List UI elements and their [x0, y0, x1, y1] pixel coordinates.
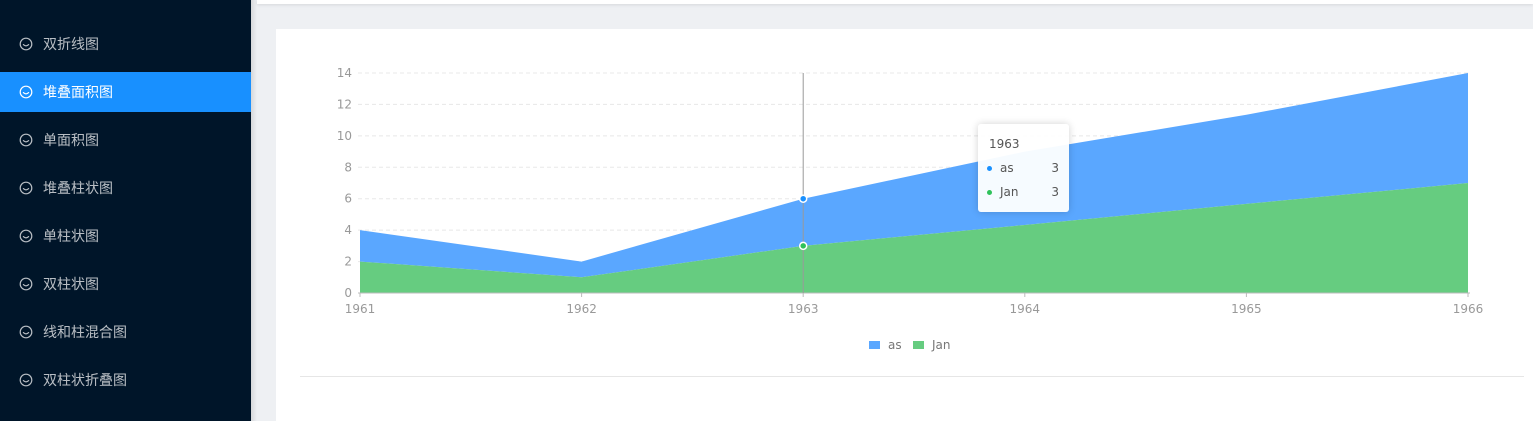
- y-tick-label: 14: [337, 66, 352, 80]
- tooltip-row-as: as 3: [987, 161, 1059, 175]
- tooltip-name-as: as: [1000, 161, 1014, 175]
- sidebar-shadow: [251, 0, 257, 421]
- y-tick-label: 10: [337, 129, 352, 143]
- marker-jan: [798, 241, 808, 251]
- sidebar-item-5[interactable]: 单柱状图: [0, 216, 251, 256]
- y-tick-label: 12: [337, 97, 352, 111]
- sidebar-item-label: 双折线图: [43, 37, 99, 53]
- legend-swatch-as: [869, 341, 880, 349]
- sidebar-item-7[interactable]: 线和柱混合图: [0, 312, 251, 352]
- smile-icon: [19, 229, 33, 243]
- y-tick-label: 6: [344, 192, 352, 206]
- sidebar: 双折线图堆叠面积图单面积图堆叠柱状图单柱状图双柱状图线和柱混合图 双柱状折叠图: [0, 0, 251, 421]
- smile-icon: [19, 277, 33, 291]
- sidebar-item-label: 堆叠面积图: [43, 85, 113, 101]
- legend-swatch-jan: [913, 341, 924, 349]
- sidebar-item-1[interactable]: 双折线图: [0, 24, 251, 64]
- sidebar-item-label: 单面积图: [43, 133, 99, 149]
- tooltip-title: 1963: [989, 137, 1020, 151]
- card-divider: [300, 376, 1524, 377]
- y-tick-label: 4: [344, 223, 352, 237]
- chart-tooltip: 1963 as 3 Jan 3: [978, 124, 1069, 212]
- header-bar: [257, 0, 1533, 4]
- x-tick-label: 1961: [345, 302, 376, 316]
- sidebar-item-6[interactable]: 双柱状图: [0, 264, 251, 304]
- sidebar-item-label: 单柱状图: [43, 229, 99, 245]
- tooltip-value-jan: 3: [1051, 185, 1059, 199]
- marker-as: [798, 194, 808, 203]
- x-tick-label: 1962: [566, 302, 597, 316]
- area-series-as: [360, 73, 1468, 278]
- sidebar-item-4[interactable]: 堆叠柱状图: [0, 168, 251, 208]
- smile-icon: [19, 85, 33, 99]
- tooltip-value-as: 3: [1051, 161, 1059, 175]
- smile-icon: [19, 133, 33, 147]
- y-tick-label: 8: [344, 160, 352, 174]
- sidebar-item-8[interactable]: 双柱状折叠图: [0, 360, 251, 400]
- sidebar-item-3[interactable]: 单面积图: [0, 120, 251, 160]
- x-tick-label: 1963: [788, 302, 819, 316]
- legend-label-jan: Jan: [931, 338, 951, 352]
- tooltip-dot-as: [987, 165, 992, 171]
- x-tick-label: 1965: [1231, 302, 1262, 316]
- x-tick-label: 1966: [1453, 302, 1484, 316]
- sidebar-item-2[interactable]: 堆叠面积图: [0, 72, 251, 112]
- tooltip-row-jan: Jan 3: [987, 185, 1059, 199]
- area-series-jan: [360, 183, 1468, 293]
- tooltip-name-jan: Jan: [1000, 185, 1019, 199]
- sidebar-item-label: 线和柱混合图: [43, 325, 127, 341]
- sidebar-item-label: 堆叠柱状图: [43, 181, 113, 197]
- y-tick-label: 0: [344, 286, 352, 300]
- smile-icon: [19, 37, 33, 51]
- sidebar-item-label: 双柱状折叠图: [43, 373, 127, 389]
- tooltip-dot-jan: [987, 189, 992, 195]
- y-tick-label: 2: [344, 255, 352, 269]
- legend-label-as: as: [888, 338, 902, 352]
- smile-icon: [19, 325, 33, 339]
- smile-icon: [19, 181, 33, 195]
- smile-icon: [19, 373, 33, 387]
- sidebar-item-label: 双柱状图: [43, 277, 99, 293]
- x-tick-label: 1964: [1010, 302, 1041, 316]
